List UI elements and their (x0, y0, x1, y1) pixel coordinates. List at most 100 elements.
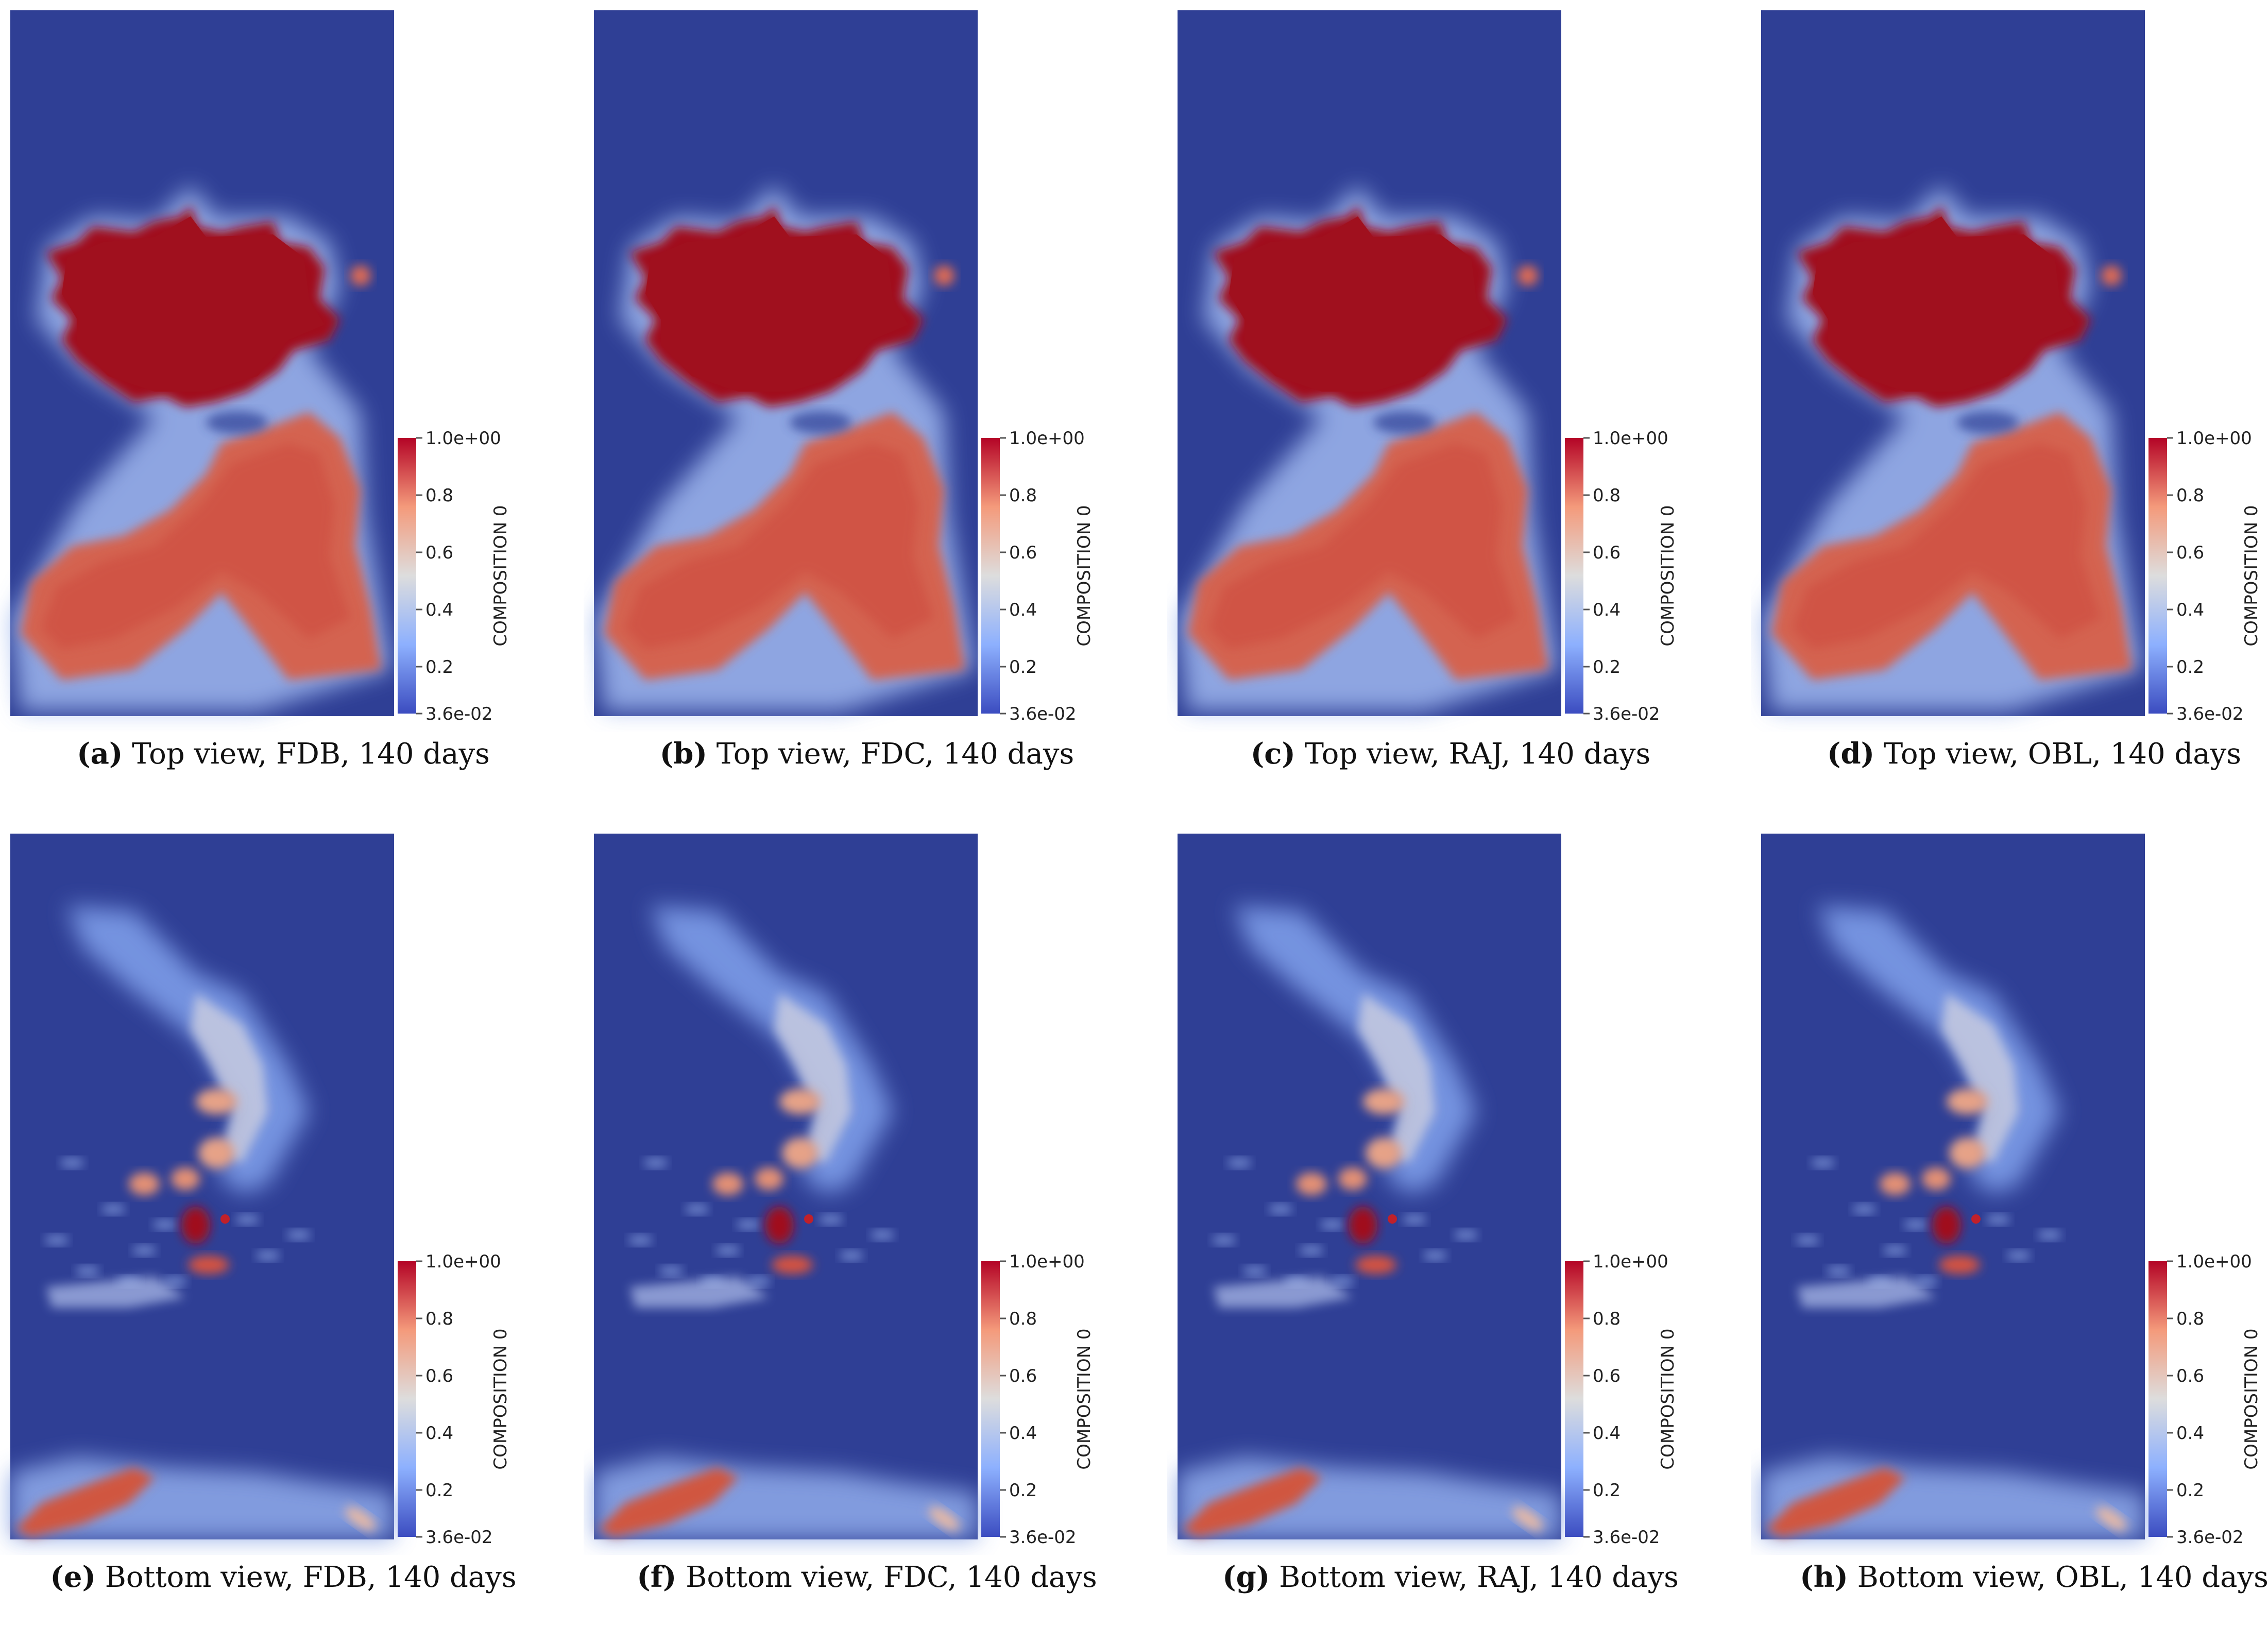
colorbar-tick-label: 1.0e+00 (1593, 1251, 1668, 1272)
panel-label: (h) (1800, 1560, 1848, 1594)
panel-c: 1.0e+00 0.8 0.6 0.4 0.2 3.6e-02 COMPOSITION 0 (… (1167, 0, 1734, 803)
colorbar-tick-label: 1.0e+00 (1593, 428, 1668, 449)
colorbar-tick-label: 0.8 (2176, 485, 2204, 506)
panel-caption-text: Bottom view, FDC, 140 days (676, 1561, 1097, 1594)
panel-g: 1.0e+00 0.8 0.6 0.4 0.2 3.6e-02 COMPOSITION 0 (… (1167, 823, 1734, 1626)
colorbar-tick-label: 1.0e+00 (1009, 428, 1085, 449)
colorbar-tick-label: 3.6e-02 (1009, 704, 1077, 724)
colorbar: 1.0e+00 0.8 0.6 0.4 0.2 3.6e-02 COMPOSITION 0 (398, 1251, 511, 1548)
colorbar-title: COMPOSITION 0 (1658, 505, 1678, 646)
colorbar-tick-label: 0.6 (1593, 543, 1621, 563)
colorbar-tick-label: 3.6e-02 (425, 1527, 493, 1548)
colorbar-tick-label: 0.6 (425, 1366, 453, 1386)
composition-map: 1.0e+00 0.8 0.6 0.4 0.2 3.6e-02 COMPOSITION 0 (1178, 834, 1678, 1548)
colorbar-tick-label: 0.2 (1009, 657, 1037, 678)
colorbar: 1.0e+00 0.8 0.6 0.4 0.2 3.6e-02 COMPOSITION 0 (981, 428, 1095, 724)
panel-h: 1.0e+00 0.8 0.6 0.4 0.2 3.6e-02 COMPOSITION 0 (… (1751, 823, 2268, 1626)
colorbar-tick-label: 0.4 (1593, 1423, 1621, 1444)
field-plot (1761, 834, 2145, 1539)
field-plot (10, 10, 394, 716)
colorbar-tick-label: 0.2 (2176, 1480, 2204, 1501)
colorbar-gradient (2148, 438, 2167, 714)
colorbar-tick-label: 0.4 (1009, 600, 1037, 620)
composition-map: 1.0e+00 0.8 0.6 0.4 0.2 3.6e-02 COMPOSITION 0 (1761, 834, 2262, 1548)
composition-map: 1.0e+00 0.8 0.6 0.4 0.2 3.6e-02 COMPOSITION 0 (594, 10, 1095, 724)
colorbar-title: COMPOSITION 0 (490, 1328, 511, 1469)
panel-caption: (g) Bottom view, RAJ, 140 days (1167, 1560, 1734, 1594)
panel-b: 1.0e+00 0.8 0.6 0.4 0.2 3.6e-02 COMPOSITION 0 (… (584, 0, 1150, 803)
colorbar-tick-label: 3.6e-02 (425, 704, 493, 724)
panel-caption-text: Bottom view, OBL, 140 days (1848, 1561, 2268, 1594)
panel-a: 1.0e+00 0.8 0.6 0.4 0.2 3.6e-02 COMPOSITION 0 (… (0, 0, 567, 803)
panel-f: 1.0e+00 0.8 0.6 0.4 0.2 3.6e-02 COMPOSITION 0 (… (584, 823, 1150, 1626)
colorbar-tick-label: 0.4 (425, 600, 453, 620)
panel-caption-text: Top view, OBL, 140 days (1874, 737, 2242, 771)
field-plot (10, 834, 394, 1539)
colorbar-tick-label: 0.6 (1009, 1366, 1037, 1386)
colorbar-title: COMPOSITION 0 (1074, 505, 1095, 646)
panel-e: 1.0e+00 0.8 0.6 0.4 0.2 3.6e-02 COMPOSITION 0 (… (0, 823, 567, 1626)
colorbar-tick-label: 1.0e+00 (425, 428, 501, 449)
panel-label: (e) (50, 1560, 96, 1594)
colorbar-title: COMPOSITION 0 (490, 505, 511, 646)
panel-caption: (d) Top view, OBL, 140 days (1751, 737, 2268, 771)
colorbar: 1.0e+00 0.8 0.6 0.4 0.2 3.6e-02 COMPOSITION 0 (1565, 1251, 1678, 1548)
colorbar-tick-label: 0.4 (2176, 1423, 2204, 1444)
colorbar-tick-label: 1.0e+00 (1009, 1251, 1085, 1272)
panel-caption: (a) Top view, FDB, 140 days (0, 737, 567, 771)
colorbar-gradient (398, 438, 416, 714)
field-plot (1178, 834, 1561, 1539)
colorbar-tick-label: 0.4 (425, 1423, 453, 1444)
colorbar-tick-label: 3.6e-02 (1593, 1527, 1660, 1548)
panel-label: (f) (637, 1560, 677, 1594)
colorbar-tick-label: 3.6e-02 (1009, 1527, 1077, 1548)
colorbar-title: COMPOSITION 0 (2241, 505, 2262, 646)
colorbar-title: COMPOSITION 0 (1074, 1328, 1095, 1469)
colorbar-tick-label: 0.8 (425, 1309, 453, 1329)
colorbar-tick-label: 0.8 (1009, 485, 1037, 506)
colorbar-tick-label: 0.4 (2176, 600, 2204, 620)
panel-caption: (f) Bottom view, FDC, 140 days (584, 1560, 1150, 1594)
composition-map: 1.0e+00 0.8 0.6 0.4 0.2 3.6e-02 COMPOSITION 0 (1761, 10, 2262, 724)
field-plot (1178, 10, 1561, 716)
panel-label: (b) (659, 737, 707, 771)
colorbar-tick-label: 0.6 (1593, 1366, 1621, 1386)
panel-label: (d) (1827, 737, 1875, 771)
panel-caption: (c) Top view, RAJ, 140 days (1167, 737, 1734, 771)
colorbar-title: COMPOSITION 0 (1658, 1328, 1678, 1469)
colorbar-tick-label: 0.2 (1009, 1480, 1037, 1501)
field-plot (594, 834, 978, 1539)
field-plot (1761, 10, 2145, 716)
colorbar-tick-label: 1.0e+00 (2176, 428, 2252, 449)
composition-map: 1.0e+00 0.8 0.6 0.4 0.2 3.6e-02 COMPOSITION 0 (10, 834, 511, 1548)
colorbar-tick-label: 0.6 (2176, 543, 2204, 563)
colorbar-tick-label: 0.4 (1009, 1423, 1037, 1444)
colorbar-gradient (981, 1261, 1000, 1537)
panel-caption: (b) Top view, FDC, 140 days (584, 737, 1150, 771)
colorbar-tick-label: 1.0e+00 (2176, 1251, 2252, 1272)
colorbar-gradient (1565, 1261, 1583, 1537)
colorbar-gradient (1565, 438, 1583, 714)
composition-map: 1.0e+00 0.8 0.6 0.4 0.2 3.6e-02 COMPOSITION 0 (10, 10, 511, 724)
panel-caption-text: Bottom view, RAJ, 140 days (1270, 1561, 1679, 1594)
colorbar-tick-label: 0.8 (1593, 1309, 1621, 1329)
colorbar-gradient (981, 438, 1000, 714)
colorbar-title: COMPOSITION 0 (2241, 1328, 2262, 1469)
colorbar-tick-label: 0.4 (1593, 600, 1621, 620)
panel-caption: (h) Bottom view, OBL, 140 days (1751, 1560, 2268, 1594)
panel-caption-text: Top view, RAJ, 140 days (1295, 737, 1651, 771)
composition-map: 1.0e+00 0.8 0.6 0.4 0.2 3.6e-02 COMPOSITION 0 (1178, 10, 1678, 724)
colorbar: 1.0e+00 0.8 0.6 0.4 0.2 3.6e-02 COMPOSITION 0 (398, 428, 511, 724)
colorbar-tick-label: 0.6 (1009, 543, 1037, 563)
colorbar-tick-label: 0.2 (1593, 1480, 1621, 1501)
panel-label: (g) (1222, 1560, 1270, 1594)
colorbar-gradient (2148, 1261, 2167, 1537)
colorbar-tick-label: 0.2 (425, 1480, 453, 1501)
panel-caption-text: Bottom view, FDB, 140 days (95, 1561, 517, 1594)
panel-label: (c) (1250, 737, 1295, 771)
panel-caption-text: Top view, FDB, 140 days (123, 737, 490, 771)
panel-caption-text: Top view, FDC, 140 days (707, 737, 1075, 771)
colorbar-tick-label: 0.8 (1593, 485, 1621, 506)
colorbar-tick-label: 0.2 (425, 657, 453, 678)
colorbar-tick-label: 0.8 (2176, 1309, 2204, 1329)
